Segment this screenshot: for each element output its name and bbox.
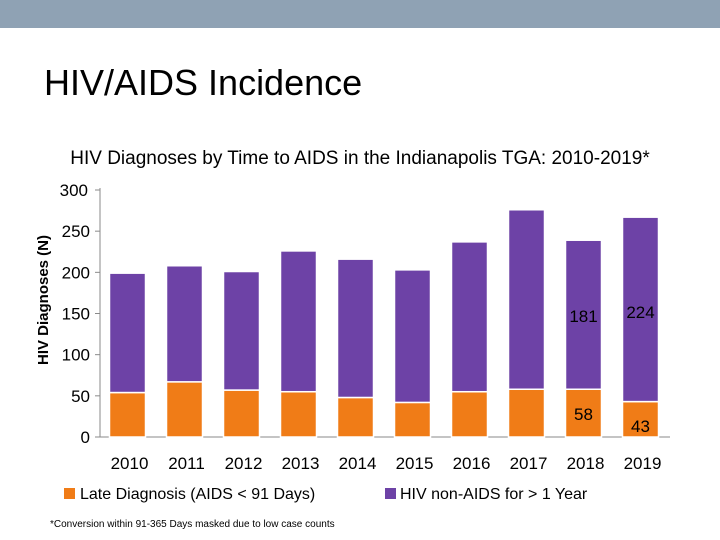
legend-swatch-hiv-non-aids [385, 488, 396, 499]
y-tick-label: 250 [62, 222, 90, 241]
bar-late-diagnosis-2018 [564, 388, 603, 438]
bar-late-diagnosis-2010 [108, 391, 147, 438]
bar-late-diagnosis-2011 [165, 381, 204, 438]
x-tick-label: 2019 [624, 454, 662, 473]
x-tick-label: 2014 [339, 454, 377, 473]
top-bar [0, 0, 720, 28]
bar-late-diagnosis-2014 [336, 396, 375, 438]
bar-late-diagnosis-2013 [279, 390, 318, 438]
footnote: *Conversion within 91-365 Days masked du… [50, 519, 335, 530]
bar-hiv-non-aids-2015 [393, 269, 432, 404]
y-axis-label: HIV Diagnoses (N) [35, 235, 52, 365]
bar-hiv-non-aids-2011 [165, 264, 204, 383]
bar-hiv-non-aids-2012 [222, 270, 261, 391]
bar-hiv-non-aids-2013 [279, 250, 318, 393]
chart-title: HIV Diagnoses by Time to AIDS in the Ind… [70, 148, 650, 169]
x-tick-label: 2015 [396, 454, 434, 473]
x-tick-label: 2018 [567, 454, 605, 473]
data-label-hiv-non-aids: 224 [626, 303, 654, 322]
legend-swatch-late-diagnosis [64, 488, 75, 499]
y-tick-label: 50 [71, 387, 90, 406]
x-tick-label: 2012 [225, 454, 263, 473]
x-tick-label: 2017 [510, 454, 548, 473]
x-tick-label: 2011 [168, 454, 205, 473]
slide-title: HIV/AIDS Incidence [44, 62, 363, 103]
y-tick-label: 200 [62, 263, 90, 282]
bar-late-diagnosis-2016 [450, 390, 489, 438]
bar-hiv-non-aids-2016 [450, 241, 489, 393]
y-tick-label: 0 [81, 428, 90, 447]
bar-late-diagnosis-2019 [621, 400, 660, 438]
bar-hiv-non-aids-2017 [507, 209, 546, 390]
legend-label-late-diagnosis: Late Diagnosis (AIDS < 91 Days) [80, 486, 315, 503]
data-label-hiv-non-aids: 181 [569, 307, 597, 326]
y-tick-label: 150 [62, 305, 90, 324]
bar-hiv-non-aids-2014 [336, 258, 375, 399]
x-tick-label: 2016 [453, 454, 491, 473]
bar-hiv-non-aids-2018 [564, 239, 603, 390]
bar-hiv-non-aids-2010 [108, 272, 147, 394]
x-tick-label: 2010 [111, 454, 149, 473]
legend-label-hiv-non-aids: HIV non-AIDS for > 1 Year [400, 486, 588, 503]
bar-hiv-non-aids-2019 [621, 216, 660, 403]
bar-late-diagnosis-2015 [393, 401, 432, 438]
bar-late-diagnosis-2017 [507, 388, 546, 438]
y-tick-label: 100 [62, 346, 90, 365]
x-tick-label: 2013 [282, 454, 320, 473]
data-label-late: 43 [631, 417, 650, 436]
y-tick-label: 300 [60, 181, 88, 200]
data-label-late: 58 [574, 405, 593, 424]
bar-late-diagnosis-2012 [222, 389, 261, 438]
